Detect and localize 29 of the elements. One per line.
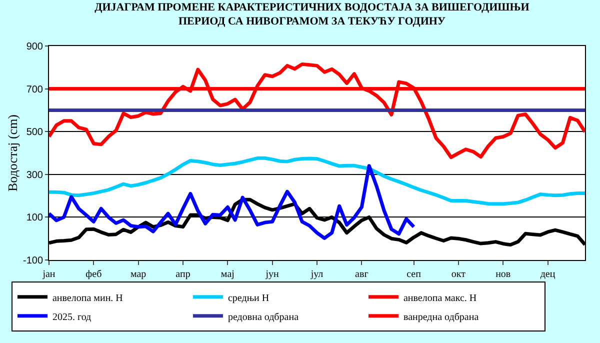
x-tick-label: јун <box>264 269 280 280</box>
x-tick-label: мај <box>220 269 234 280</box>
x-tick-label: мар <box>130 269 146 280</box>
line-series <box>49 62 585 160</box>
legend-label: редовна одбрана <box>228 312 300 323</box>
x-tick-label: дец <box>540 269 556 280</box>
y-tick-label: 700 <box>26 84 44 96</box>
y-tick-label: -100 <box>22 256 44 266</box>
y-tick-label: 300 <box>26 170 44 181</box>
x-tick-label: јул <box>310 269 324 280</box>
y-tick-label: 500 <box>26 127 44 138</box>
x-tick-label: окт <box>451 269 466 280</box>
x-tick-label: авг <box>355 269 368 280</box>
line-series <box>49 156 585 206</box>
legend-label: анвелопа мин. Н <box>52 292 123 304</box>
legend-label: 2025. год <box>52 312 92 323</box>
y-axis-title: Водостај (cm) <box>4 114 20 192</box>
x-tick-label: апр <box>176 269 190 280</box>
chart-title: ДИЈАГРАМ ПРОМЕНЕ КАРАКТЕРИСТИЧНИХ ВОДОСТАЈА ЗА ВИШЕГОДИШЊИ ПЕРИОД СА НИВОГРАМОМ ЗА ТЕКУЋУ ГОДИНУ <box>94 1 530 28</box>
x-tick-label: феб <box>86 269 102 280</box>
x-tick-label: нов <box>496 269 511 280</box>
legend-label: анвелопа макс. Н <box>403 292 477 304</box>
y-tick-label: 100 <box>26 212 44 224</box>
x-tick-label: сеп <box>406 269 422 280</box>
line-series <box>49 164 416 240</box>
legend-label: средњи Н <box>228 292 270 304</box>
y-tick-label: 900 <box>26 42 44 52</box>
x-tick-label: јан <box>42 269 56 280</box>
legend-label: ванредна одбрана <box>403 312 480 323</box>
